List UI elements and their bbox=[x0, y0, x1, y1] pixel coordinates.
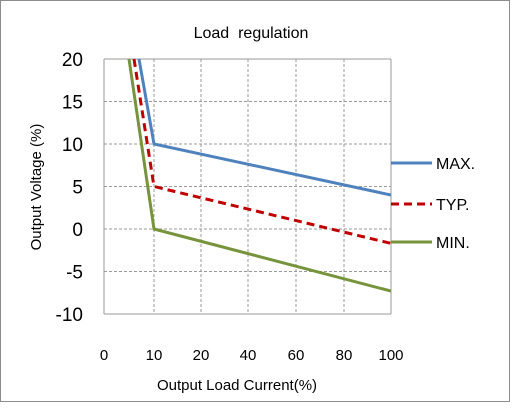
series-layer bbox=[127, 59, 391, 293]
x-tick-label: 0 bbox=[100, 347, 108, 364]
y-tick-label: -5 bbox=[66, 263, 83, 284]
series-line-max bbox=[137, 59, 391, 197]
legend-label-max: MAX. bbox=[436, 156, 475, 173]
y-tick-label: 0 bbox=[72, 220, 83, 241]
series-line-min bbox=[127, 59, 391, 293]
x-tick-label: 80 bbox=[336, 347, 353, 364]
y-tick-labels: 20 15 10 5 0 -5 -10 bbox=[56, 50, 83, 326]
grid-layer bbox=[103, 58, 392, 315]
y-tick-label: 15 bbox=[62, 93, 83, 114]
series-line-typ bbox=[132, 59, 391, 245]
y-axis-label: Output Voltage (%) bbox=[28, 124, 45, 251]
x-tick-label: 10 bbox=[146, 347, 163, 364]
chart-title: Load regulation bbox=[194, 25, 309, 42]
x-tick-labels: 0 10 20 40 60 80 100 bbox=[100, 347, 404, 364]
y-tick-label: 20 bbox=[62, 50, 83, 71]
x-tick-label: 100 bbox=[378, 347, 403, 364]
x-axis-label: Output Load Current(%) bbox=[157, 377, 317, 394]
legend: MAX. TYP. MIN. bbox=[391, 156, 475, 252]
x-tick-label: 40 bbox=[240, 347, 257, 364]
x-tick-label: 60 bbox=[288, 347, 305, 364]
legend-label-typ: TYP. bbox=[436, 197, 470, 214]
x-tick-label: 20 bbox=[193, 347, 210, 364]
legend-label-min: MIN. bbox=[436, 235, 470, 252]
y-tick-label: -10 bbox=[56, 305, 83, 326]
y-tick-label: 10 bbox=[62, 135, 83, 156]
y-tick-label: 5 bbox=[72, 178, 83, 199]
